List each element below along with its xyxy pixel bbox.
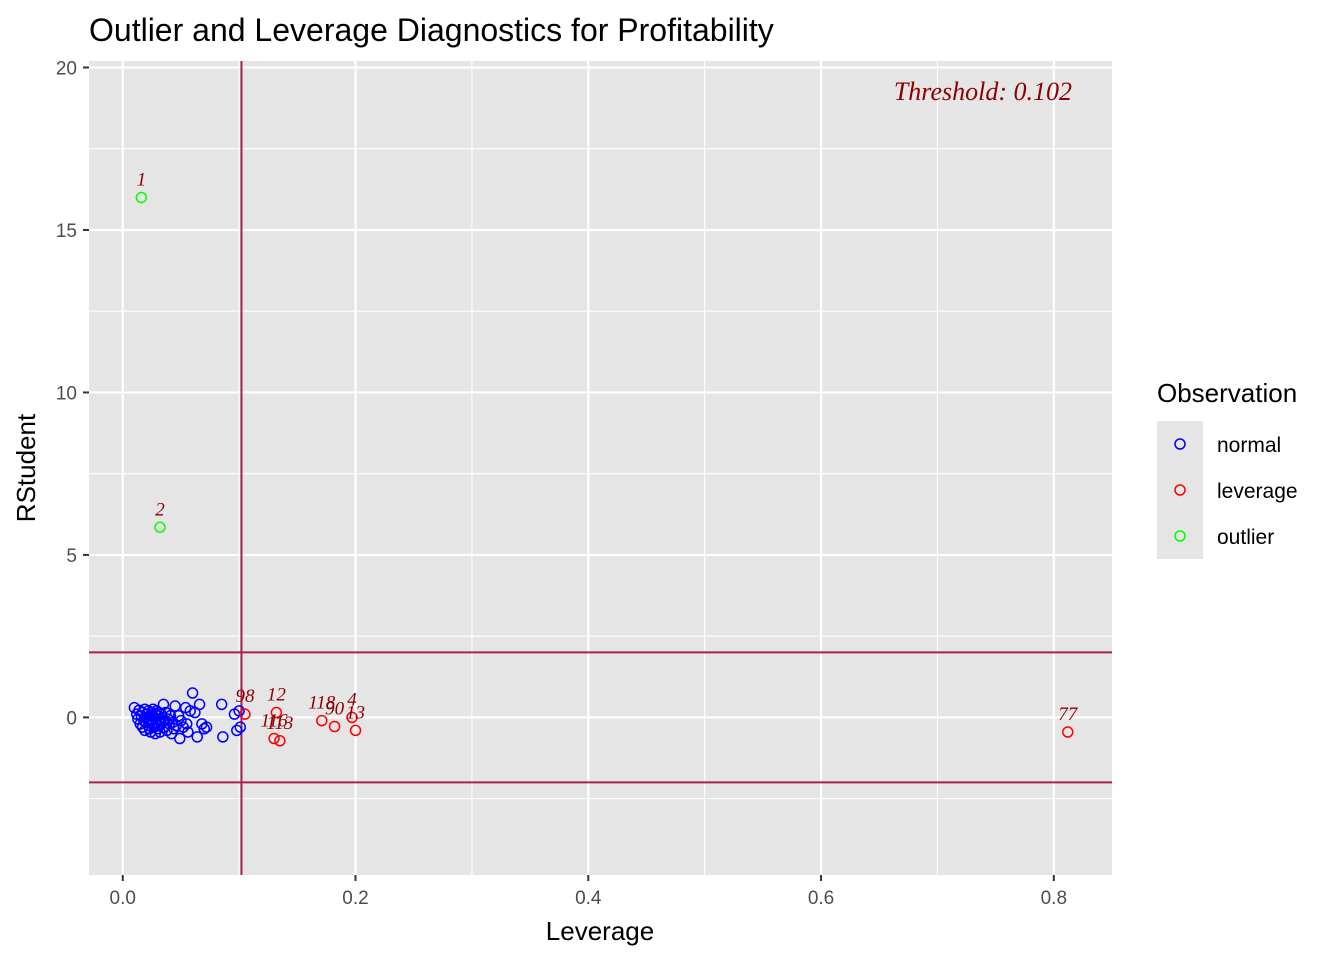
point-label: 118: [308, 693, 336, 714]
leverage-point: [328, 720, 341, 733]
normal-point: [193, 698, 206, 711]
x-tick-label: 0.2: [342, 888, 368, 909]
x-axis: 0.0 0.2 0.4 0.6 0.8: [110, 875, 1067, 909]
legend-key: [1157, 421, 1203, 467]
legend-marker: [1174, 530, 1186, 542]
point-label: 2: [155, 499, 165, 520]
x-tick-label: 0.6: [808, 888, 834, 909]
legend-items: normal leverage outlier: [1157, 421, 1298, 559]
leverage-point: [346, 711, 358, 724]
leverage-point: [268, 732, 280, 745]
y-tick-label: 20: [56, 58, 77, 79]
legend-marker: [1174, 484, 1186, 496]
x-tick-label: 0.0: [110, 888, 136, 909]
normal-point: [175, 714, 187, 727]
leverage-point: [270, 706, 283, 719]
x-tick-label: 0.8: [1041, 888, 1067, 909]
y-axis: 0 5 10 15 20: [56, 58, 89, 729]
point-label: 116: [261, 711, 289, 732]
point-label: 113: [266, 713, 293, 734]
legend-marker: [1174, 438, 1186, 450]
normal-point: [157, 698, 170, 711]
outlier-point: [154, 521, 166, 534]
legend-key: [1157, 467, 1203, 513]
leverage-point: [239, 708, 251, 720]
normal-point: [174, 732, 186, 745]
chart-title: Outlier and Leverage Diagnostics for Pro…: [89, 12, 774, 48]
legend-label: leverage: [1217, 480, 1298, 503]
y-tick-label: 15: [56, 221, 77, 242]
point-label: 1: [137, 169, 147, 190]
leverage-point: [316, 714, 328, 727]
plot-panel: [89, 61, 1112, 875]
normal-point: [184, 705, 197, 717]
normal-point: [234, 721, 247, 733]
legend-label: outlier: [1217, 526, 1274, 549]
point-label: 77: [1058, 704, 1079, 725]
normal-point: [231, 724, 243, 737]
x-axis-title: Leverage: [546, 916, 654, 946]
major-gridlines: [89, 61, 1112, 875]
leverage-point: [1062, 726, 1074, 738]
legend-title: Observation: [1157, 378, 1297, 408]
y-tick-label: 0: [66, 708, 77, 729]
normal-point: [186, 687, 199, 699]
point-label: 90: [325, 698, 345, 719]
normal-point: [198, 723, 210, 735]
outlier-point: [135, 191, 148, 204]
normal-point: [164, 710, 177, 722]
point-label: 13: [346, 702, 365, 723]
data-points: [128, 191, 1074, 747]
y-tick-label: 10: [56, 383, 77, 404]
y-tick-label: 5: [66, 546, 77, 567]
normal-point: [233, 705, 245, 717]
point-label: 98: [235, 686, 255, 707]
normal-point: [167, 716, 179, 729]
point-label: 4: [347, 689, 357, 710]
threshold-reference-lines: [89, 61, 1112, 875]
normal-point: [217, 731, 229, 743]
normal-point: [181, 718, 193, 730]
x-tick-label: 0.4: [575, 888, 602, 909]
normal-point: [215, 698, 228, 711]
normal-point: [191, 731, 203, 743]
normal-point: [200, 721, 213, 733]
leverage-point: [274, 735, 286, 747]
legend: Observation normal leverage outlier: [1157, 378, 1298, 559]
leverage-point: [349, 724, 362, 737]
threshold-annotation: Threshold: 0.102: [894, 77, 1072, 106]
normal-point: [182, 726, 194, 738]
legend-key: [1157, 513, 1203, 559]
y-axis-title: RStudent: [11, 413, 41, 522]
legend-label: normal: [1217, 434, 1281, 457]
minor-gridlines: [89, 61, 1112, 875]
point-label: 12: [267, 685, 287, 706]
